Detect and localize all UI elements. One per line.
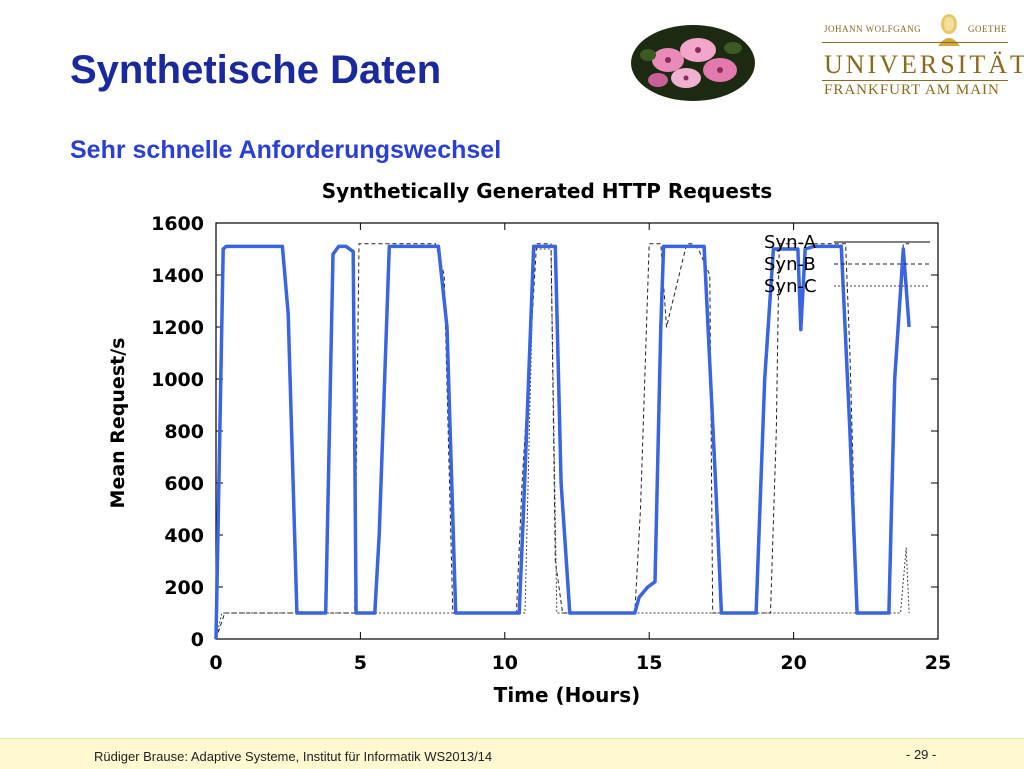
x-tick-label: 20 bbox=[780, 652, 806, 674]
y-tick-label: 200 bbox=[164, 577, 204, 599]
chart-title: Synthetically Generated HTTP Requests bbox=[322, 179, 773, 203]
y-tick-label: 1600 bbox=[151, 213, 204, 235]
logo-name: UNIVERSITÄT bbox=[824, 50, 1024, 79]
university-logo: JOHANN WOLFGANG GOETHE UNIVERSITÄT FRANK… bbox=[822, 12, 1024, 98]
x-tick-label: 5 bbox=[354, 652, 367, 674]
y-tick-label: 1400 bbox=[151, 265, 204, 287]
x-tick-label: 0 bbox=[209, 652, 222, 674]
x-axis-label: Time (Hours) bbox=[494, 683, 641, 707]
chart-svg: Synthetically Generated HTTP Requests 0 20… bbox=[107, 179, 951, 707]
footer-text: Rüdiger Brause: Adaptive Systeme, Instit… bbox=[94, 749, 493, 764]
y-tick-label: 600 bbox=[164, 473, 204, 495]
x-tick-label: 15 bbox=[636, 652, 662, 674]
logo-city: FRANKFURT AM MAIN bbox=[824, 82, 1000, 98]
slide-title: Synthetische Daten bbox=[70, 48, 442, 92]
series-line-syn-c bbox=[215, 248, 910, 640]
x-tick-label: 25 bbox=[925, 652, 951, 674]
x-tick-label: 10 bbox=[492, 652, 518, 674]
y-axis-label: Mean Request/s bbox=[107, 338, 129, 509]
legend-label: Syn-B bbox=[764, 254, 816, 275]
plot-frame bbox=[215, 222, 939, 640]
y-tick-label: 1000 bbox=[151, 369, 204, 391]
series-line-syn-b bbox=[215, 243, 910, 640]
y-tick-label: 1200 bbox=[151, 317, 204, 339]
series-line-syn-a bbox=[214, 244, 911, 640]
goethe-portrait-icon bbox=[938, 14, 960, 46]
flower-image bbox=[631, 25, 755, 101]
y-tick-label: 0 bbox=[191, 629, 204, 651]
legend-label: Syn-A bbox=[764, 232, 817, 253]
page-number: - 29 - bbox=[906, 747, 937, 762]
logo-top-left: JOHANN WOLFGANG bbox=[824, 24, 922, 34]
y-tick-label: 800 bbox=[164, 421, 204, 443]
y-tick-label: 400 bbox=[164, 525, 204, 547]
legend-label: Syn-C bbox=[764, 276, 817, 297]
chart: Synthetically Generated HTTP Requests 0 20… bbox=[96, 170, 976, 715]
slide-subtitle: Sehr schnelle Anforderungswechsel bbox=[70, 136, 502, 164]
logo-top-right: GOETHE bbox=[968, 24, 1007, 34]
footer: Rüdiger Brause: Adaptive Systeme, Instit… bbox=[0, 738, 1024, 769]
